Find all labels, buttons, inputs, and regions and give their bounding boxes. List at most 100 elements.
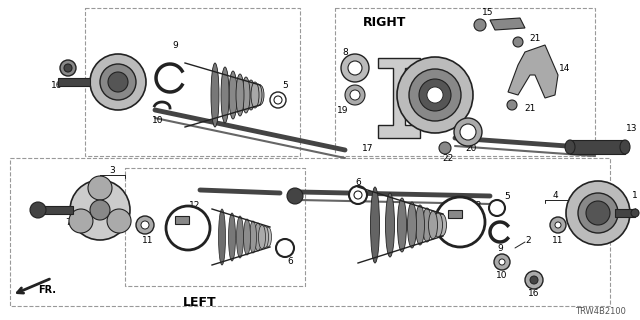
Ellipse shape <box>236 74 244 116</box>
Circle shape <box>566 181 630 245</box>
Text: 5: 5 <box>282 81 288 90</box>
Ellipse shape <box>242 77 250 113</box>
Circle shape <box>70 180 130 240</box>
Text: 14: 14 <box>559 63 571 73</box>
Ellipse shape <box>221 67 229 123</box>
Text: 7: 7 <box>65 218 71 227</box>
Polygon shape <box>490 18 525 30</box>
Circle shape <box>276 239 294 257</box>
Circle shape <box>350 90 360 100</box>
Text: 10: 10 <box>496 270 508 279</box>
Text: 10: 10 <box>152 116 164 124</box>
Ellipse shape <box>264 227 271 247</box>
Bar <box>38 206 73 214</box>
Text: RIGHT: RIGHT <box>364 15 406 28</box>
Text: 19: 19 <box>337 106 349 115</box>
Circle shape <box>349 186 367 204</box>
Circle shape <box>166 206 210 250</box>
Text: 4: 4 <box>552 190 558 199</box>
Bar <box>125 168 305 286</box>
Circle shape <box>30 202 46 218</box>
Text: 11: 11 <box>552 236 564 244</box>
Circle shape <box>88 176 112 200</box>
Ellipse shape <box>415 205 424 245</box>
Circle shape <box>427 87 443 103</box>
Circle shape <box>530 276 538 284</box>
Ellipse shape <box>229 71 237 119</box>
Ellipse shape <box>218 209 225 265</box>
Ellipse shape <box>631 209 639 217</box>
Ellipse shape <box>228 213 236 261</box>
Text: 17: 17 <box>362 143 374 153</box>
Text: 21: 21 <box>524 103 536 113</box>
Text: 15: 15 <box>483 7 493 17</box>
Circle shape <box>354 191 362 199</box>
Circle shape <box>274 96 282 104</box>
Text: 18: 18 <box>442 68 454 76</box>
Circle shape <box>90 54 146 110</box>
Text: 12: 12 <box>189 201 201 210</box>
Circle shape <box>60 60 76 76</box>
Circle shape <box>341 54 369 82</box>
Ellipse shape <box>429 211 438 239</box>
Polygon shape <box>508 45 558 98</box>
Ellipse shape <box>255 223 262 251</box>
Circle shape <box>513 37 523 47</box>
Circle shape <box>136 216 154 234</box>
Ellipse shape <box>243 219 250 255</box>
Circle shape <box>287 188 303 204</box>
Bar <box>335 8 595 156</box>
Text: 9: 9 <box>172 41 178 50</box>
Ellipse shape <box>262 226 269 248</box>
Circle shape <box>108 72 128 92</box>
Circle shape <box>454 118 482 146</box>
Circle shape <box>439 142 451 154</box>
Text: 5: 5 <box>504 191 510 201</box>
Ellipse shape <box>620 140 630 154</box>
Ellipse shape <box>397 198 406 252</box>
Ellipse shape <box>422 208 431 242</box>
Circle shape <box>345 85 365 105</box>
Text: 1: 1 <box>632 190 638 199</box>
Ellipse shape <box>408 202 417 248</box>
Ellipse shape <box>256 85 264 105</box>
Polygon shape <box>378 58 420 138</box>
Text: 22: 22 <box>442 154 454 163</box>
Ellipse shape <box>433 213 442 237</box>
Text: 3: 3 <box>109 165 115 174</box>
Text: 12: 12 <box>471 201 483 210</box>
Ellipse shape <box>247 80 255 110</box>
Ellipse shape <box>438 214 447 236</box>
Circle shape <box>578 193 618 233</box>
Text: 6: 6 <box>287 258 293 267</box>
Text: 2: 2 <box>525 236 531 244</box>
Circle shape <box>499 259 505 265</box>
Text: 9: 9 <box>497 244 503 252</box>
Text: 20: 20 <box>465 143 477 153</box>
Circle shape <box>507 100 517 110</box>
Text: 6: 6 <box>355 178 361 187</box>
Ellipse shape <box>251 82 259 108</box>
Circle shape <box>409 69 461 121</box>
Circle shape <box>141 221 149 229</box>
Circle shape <box>270 92 286 108</box>
Bar <box>85 8 300 156</box>
Ellipse shape <box>237 216 243 258</box>
Circle shape <box>100 64 136 100</box>
Ellipse shape <box>211 63 219 127</box>
Ellipse shape <box>371 187 380 263</box>
Text: 16: 16 <box>51 81 63 90</box>
Text: LEFT: LEFT <box>183 295 217 308</box>
Text: FR.: FR. <box>38 285 56 295</box>
Circle shape <box>69 209 93 233</box>
Bar <box>58 78 90 86</box>
Circle shape <box>435 197 485 247</box>
Circle shape <box>348 61 362 75</box>
Circle shape <box>550 217 566 233</box>
Ellipse shape <box>254 84 262 106</box>
Circle shape <box>64 64 72 72</box>
Circle shape <box>107 209 131 233</box>
Circle shape <box>555 222 561 228</box>
Circle shape <box>397 57 473 133</box>
Ellipse shape <box>385 193 394 257</box>
